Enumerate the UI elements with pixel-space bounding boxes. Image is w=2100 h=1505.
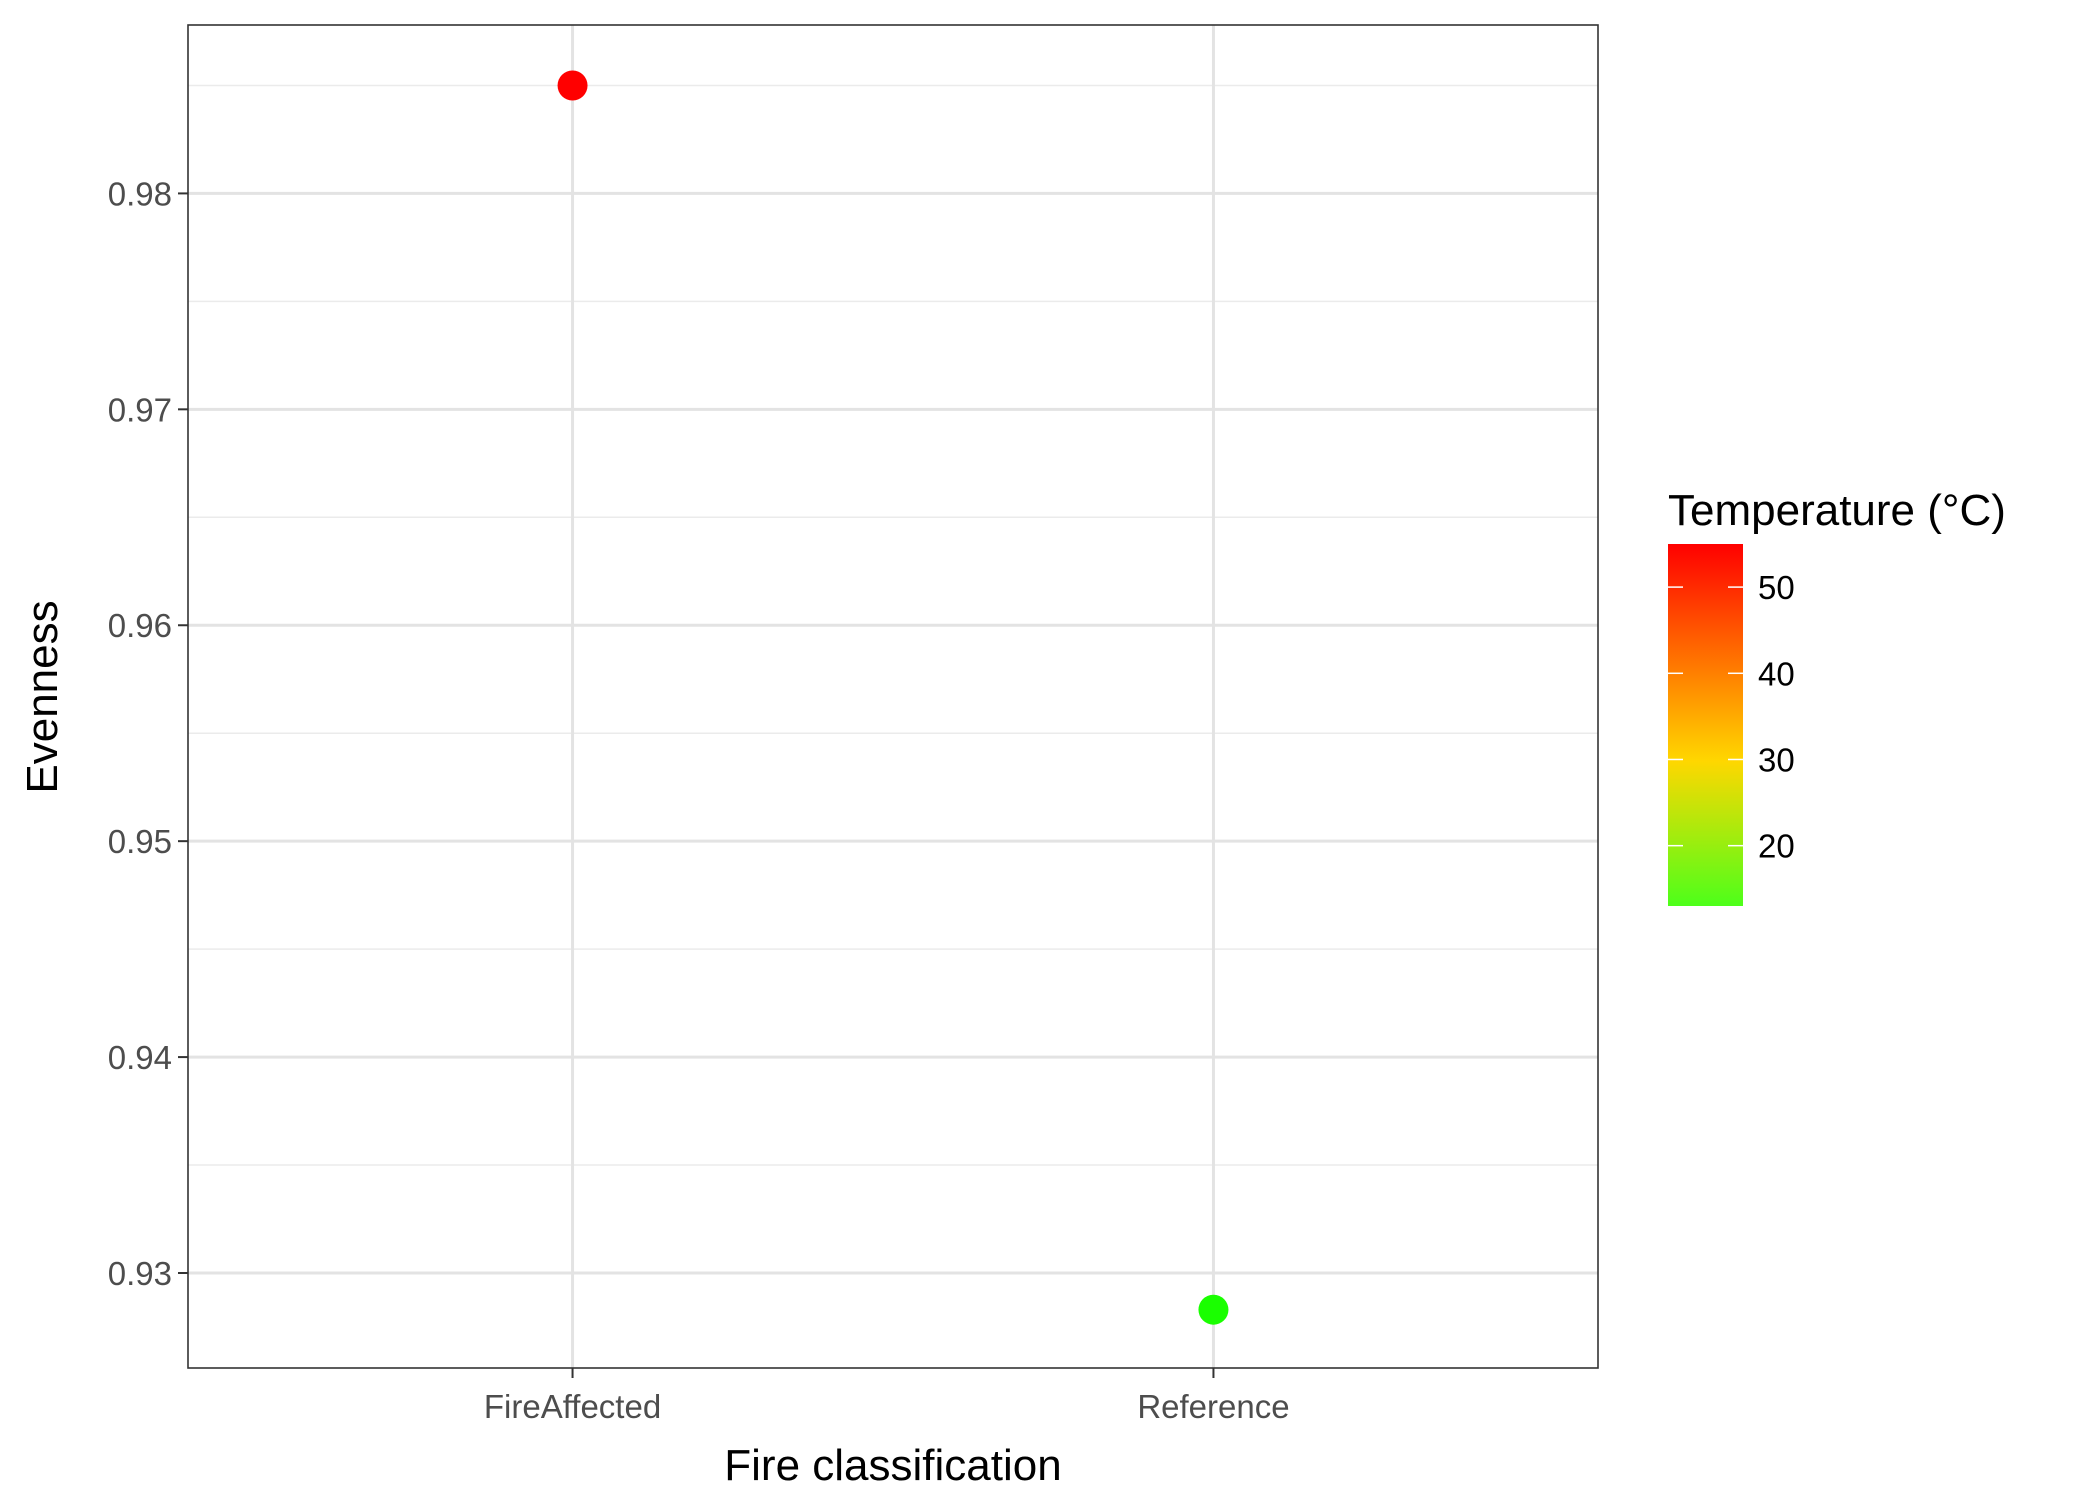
grid-lines — [188, 25, 1598, 1368]
y-tick-label: 0.93 — [108, 1255, 172, 1292]
y-tick-label: 0.98 — [108, 175, 172, 212]
x-tick-label: FireAffected — [484, 1388, 661, 1425]
data-point — [1198, 1294, 1229, 1325]
x-axis-title: Fire classification — [724, 1441, 1061, 1490]
legend-tick-label: 50 — [1758, 569, 1795, 606]
data-point — [557, 70, 588, 101]
legend-tick-label: 40 — [1758, 655, 1795, 692]
legend-tick-label: 30 — [1758, 741, 1795, 778]
temperature-legend: Temperature (°C) 20 30 40 50 — [1668, 486, 2006, 906]
legend-tick-label: 20 — [1758, 828, 1795, 865]
legend-colorbar — [1668, 544, 1743, 906]
plot-panel-border — [187, 24, 1599, 1369]
y-tick-label: 0.94 — [108, 1039, 172, 1076]
y-axis: 0.93 0.94 0.95 0.96 0.97 0.98 — [108, 175, 188, 1292]
x-tick-label: Reference — [1137, 1388, 1289, 1425]
y-axis-title: Evenness — [18, 600, 67, 793]
plot-panel-background — [188, 25, 1598, 1368]
legend-ticks: 20 30 40 50 — [1668, 569, 1795, 865]
data-points — [557, 70, 1229, 1325]
y-tick-label: 0.95 — [108, 823, 172, 860]
x-axis: FireAffected Reference — [484, 1368, 1290, 1425]
y-tick-label: 0.96 — [108, 607, 172, 644]
legend-title: Temperature (°C) — [1668, 486, 2006, 535]
y-tick-label: 0.97 — [108, 391, 172, 428]
